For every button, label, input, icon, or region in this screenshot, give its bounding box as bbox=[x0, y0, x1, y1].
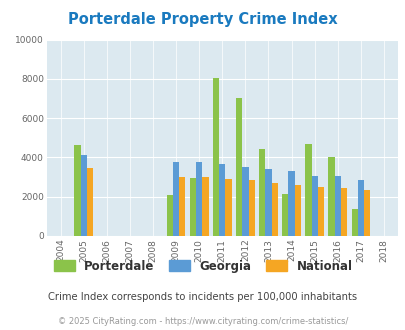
Bar bbox=[219, 164, 225, 236]
Text: Porterdale Property Crime Index: Porterdale Property Crime Index bbox=[68, 12, 337, 26]
Bar bbox=[334, 176, 340, 236]
Bar bbox=[80, 155, 87, 236]
Bar bbox=[212, 78, 219, 236]
Text: © 2025 CityRating.com - https://www.cityrating.com/crime-statistics/: © 2025 CityRating.com - https://www.city… bbox=[58, 317, 347, 326]
Bar bbox=[225, 179, 231, 236]
Bar bbox=[190, 178, 196, 236]
Bar bbox=[173, 162, 179, 236]
Bar bbox=[281, 194, 288, 236]
Legend: Porterdale, Georgia, National: Porterdale, Georgia, National bbox=[49, 255, 356, 278]
Bar bbox=[179, 177, 185, 236]
Bar bbox=[311, 176, 317, 236]
Bar bbox=[258, 148, 265, 236]
Bar bbox=[271, 183, 277, 236]
Bar bbox=[166, 195, 173, 236]
Bar bbox=[357, 180, 363, 236]
Bar bbox=[328, 157, 334, 236]
Bar bbox=[242, 167, 248, 236]
Bar bbox=[340, 188, 346, 236]
Bar bbox=[363, 190, 369, 236]
Bar bbox=[196, 162, 202, 236]
Text: Crime Index corresponds to incidents per 100,000 inhabitants: Crime Index corresponds to incidents per… bbox=[48, 292, 357, 302]
Bar bbox=[202, 177, 208, 236]
Bar bbox=[305, 144, 311, 236]
Bar bbox=[288, 171, 294, 236]
Bar bbox=[351, 210, 357, 236]
Bar bbox=[87, 168, 93, 236]
Bar bbox=[248, 180, 254, 236]
Bar bbox=[317, 187, 323, 236]
Bar bbox=[265, 169, 271, 236]
Bar bbox=[74, 145, 80, 236]
Bar bbox=[294, 185, 300, 236]
Bar bbox=[235, 98, 242, 236]
